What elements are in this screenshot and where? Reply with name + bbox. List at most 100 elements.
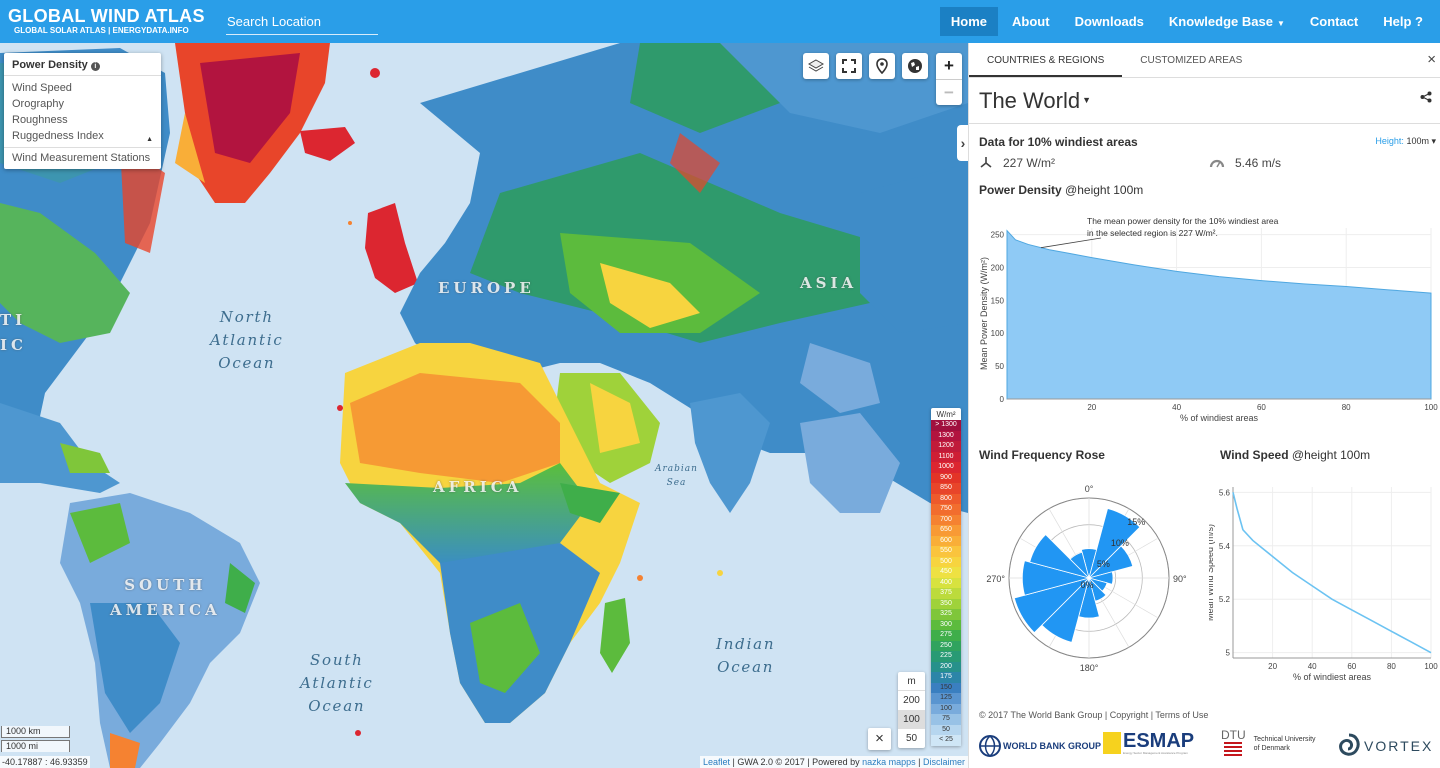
info-icon[interactable]: i (90, 62, 100, 71)
x-axis-label: % of windiest areas (1180, 413, 1259, 423)
height-value: 100m (1406, 136, 1429, 146)
nav-help[interactable]: Help ? (1383, 14, 1423, 29)
legend-entry: 50 (931, 724, 961, 735)
wind-speed-chart[interactable]: 20 40 60 80 100 5 5.2 5.4 5.6 % of windiest areas… (1209, 483, 1440, 693)
collapse-panel-button[interactable]: › (957, 125, 968, 161)
dtu-stripes (1224, 742, 1243, 758)
rose-angle-label: 180° (1080, 663, 1099, 673)
y-axis-label: Mean Wind Speed (m/s) (1209, 524, 1215, 621)
layer-option-roughness[interactable]: Roughness (12, 114, 68, 126)
rose-wedge (1088, 507, 1141, 580)
app-subtitle-links[interactable]: GLOBAL SOLAR ATLAS | ENERGYDATA.INFO (14, 26, 189, 35)
x-tick-label: 80 (1342, 403, 1351, 412)
world-bank-logo[interactable]: WORLD BANK GROUP (979, 735, 1101, 757)
legend-entry: 850 (931, 483, 961, 494)
rose-angle-label: 0° (1085, 484, 1094, 494)
layer-option-wind-measurement-stations[interactable]: Wind Measurement Stations (4, 147, 161, 169)
rose-angle-label: 90° (1173, 574, 1187, 584)
wind-frequency-rose-chart[interactable]: 0° 90° 180° 270° 0% 5% 10% 15% (969, 468, 1209, 683)
dtu-mark: DTU (1221, 729, 1246, 758)
annotation-text: The mean power density for the 10% windi… (1087, 216, 1279, 226)
layer-option-wind-speed[interactable]: Wind Speed (12, 82, 72, 94)
y-tick-label: 5.2 (1219, 595, 1231, 604)
speedometer-icon (1209, 159, 1225, 168)
legend-entry: 150 (931, 682, 961, 693)
nav-knowledge-base[interactable]: Knowledge Base ▼ (1158, 7, 1296, 36)
legend-entry: 75 (931, 714, 961, 725)
legend-entry: 1200 (931, 441, 961, 452)
legend-entry: 750 (931, 504, 961, 515)
caret-down-icon: ▼ (1082, 95, 1091, 105)
region-selector[interactable]: The World ▼ (979, 88, 1091, 114)
annotation-text: in the selected region is 227 W/m². (1087, 228, 1218, 238)
tab-countries-regions[interactable]: COUNTRIES & REGIONS (969, 43, 1123, 77)
map-scale: 1000 km 1000 mi (1, 726, 70, 754)
zoom-out-button[interactable]: − (936, 79, 962, 105)
height-option-200[interactable]: 200 (903, 695, 920, 706)
height-dropdown[interactable]: Height: 100m ▾ (1375, 136, 1436, 147)
height-option-50[interactable]: 50 (905, 733, 918, 744)
fullscreen-button[interactable] (836, 53, 862, 79)
legend-entry: 1100 (931, 451, 961, 462)
close-panel-button[interactable]: × (1427, 51, 1436, 68)
app-title[interactable]: GLOBAL WIND ATLAS (8, 6, 205, 26)
globe-button[interactable] (902, 53, 928, 79)
share-icon[interactable] (1420, 91, 1432, 103)
legend-entry: 225 (931, 651, 961, 662)
location-search[interactable] (226, 8, 378, 35)
esmap-logo[interactable]: ESMAP Energy Sector Management Assistanc… (1103, 731, 1194, 755)
label-south-america: SOUTH AMERICA (110, 576, 221, 619)
footer-copyright[interactable]: © 2017 The World Bank Group | Copyright … (979, 710, 1209, 720)
x-tick-label: 100 (1424, 403, 1438, 412)
esmap-mark (1103, 732, 1121, 754)
nav-contact[interactable]: Contact (1309, 14, 1359, 29)
x-tick-label: 20 (1268, 662, 1277, 671)
close-button[interactable]: × (868, 728, 891, 750)
legend-entry: 175 (931, 672, 961, 683)
locate-pin-button[interactable] (869, 53, 895, 79)
wind-power-map[interactable] (0, 43, 968, 768)
chevron-down-icon: ▼ (1276, 19, 1285, 28)
nav-downloads[interactable]: Downloads (1074, 14, 1144, 29)
nazka-link[interactable]: nazka mapps (862, 757, 916, 767)
dtu-text: DTU (1221, 728, 1246, 742)
zoom-in-button[interactable]: + (944, 56, 954, 75)
esmap-text: ESMAP (1123, 730, 1195, 752)
nav-about[interactable]: About (1012, 14, 1050, 29)
dtu-logo[interactable]: DTU Technical University of Denmark (1221, 729, 1316, 758)
scroll-up-icon[interactable]: ▲ (146, 136, 153, 143)
rose-radial-label: 0% (1080, 580, 1093, 590)
layers-button[interactable] (803, 53, 829, 79)
rose-wedge (1087, 545, 1134, 579)
brand[interactable]: GLOBAL WIND ATLAS GLOBAL SOLAR ATLAS | E… (8, 6, 205, 36)
vortex-logo[interactable]: VORTEX (1337, 733, 1433, 759)
tab-customized-areas[interactable]: CUSTOMIZED AREAS (1140, 55, 1243, 66)
legend-entry: 1000 (931, 462, 961, 473)
height-option-100[interactable]: 100 (898, 710, 925, 729)
world-bank-text: WORLD BANK GROUP (1003, 741, 1101, 751)
layer-option-orography[interactable]: Orography (12, 98, 64, 110)
layer-selected-power-density[interactable]: Power Density i (4, 53, 161, 76)
label-europe: EUROPE (438, 279, 535, 297)
legend-entry: 350 (931, 598, 961, 609)
layer-option-ruggedness-index[interactable]: Ruggedness Index (12, 130, 104, 142)
nav-home[interactable]: Home (939, 7, 999, 36)
vortex-swirl-icon (1339, 733, 1360, 756)
power-density-chart[interactable]: 20 40 60 80 100 0 50 100 150 200 250 % of windiest … (969, 213, 1440, 428)
height-label: Height: (1375, 136, 1404, 146)
leaflet-link[interactable]: Leaflet (703, 757, 731, 767)
y-tick-label: 250 (991, 231, 1005, 240)
main-nav: Home About Downloads Knowledge Base ▼ Con… (937, 0, 1434, 43)
power-density-value: 227 W/m² (1003, 156, 1056, 170)
vortex-text: VORTEX (1364, 738, 1434, 754)
map-pin-icon (876, 58, 888, 74)
legend-entry: 800 (931, 493, 961, 504)
map-view[interactable]: North Atlantic Ocean South Atlantic Ocea… (0, 43, 968, 768)
legend-entry: 250 (931, 640, 961, 651)
legend-scale: > 1300 1300 1200 1100 1000 900 850 800 750 700 650… (931, 420, 961, 746)
disclaimer-link[interactable]: Disclaimer (922, 757, 965, 767)
legend-entry: 400 (931, 577, 961, 588)
search-location-input[interactable] (226, 8, 378, 34)
fullscreen-icon (842, 59, 856, 73)
legend-entry: > 1300 (931, 420, 961, 431)
